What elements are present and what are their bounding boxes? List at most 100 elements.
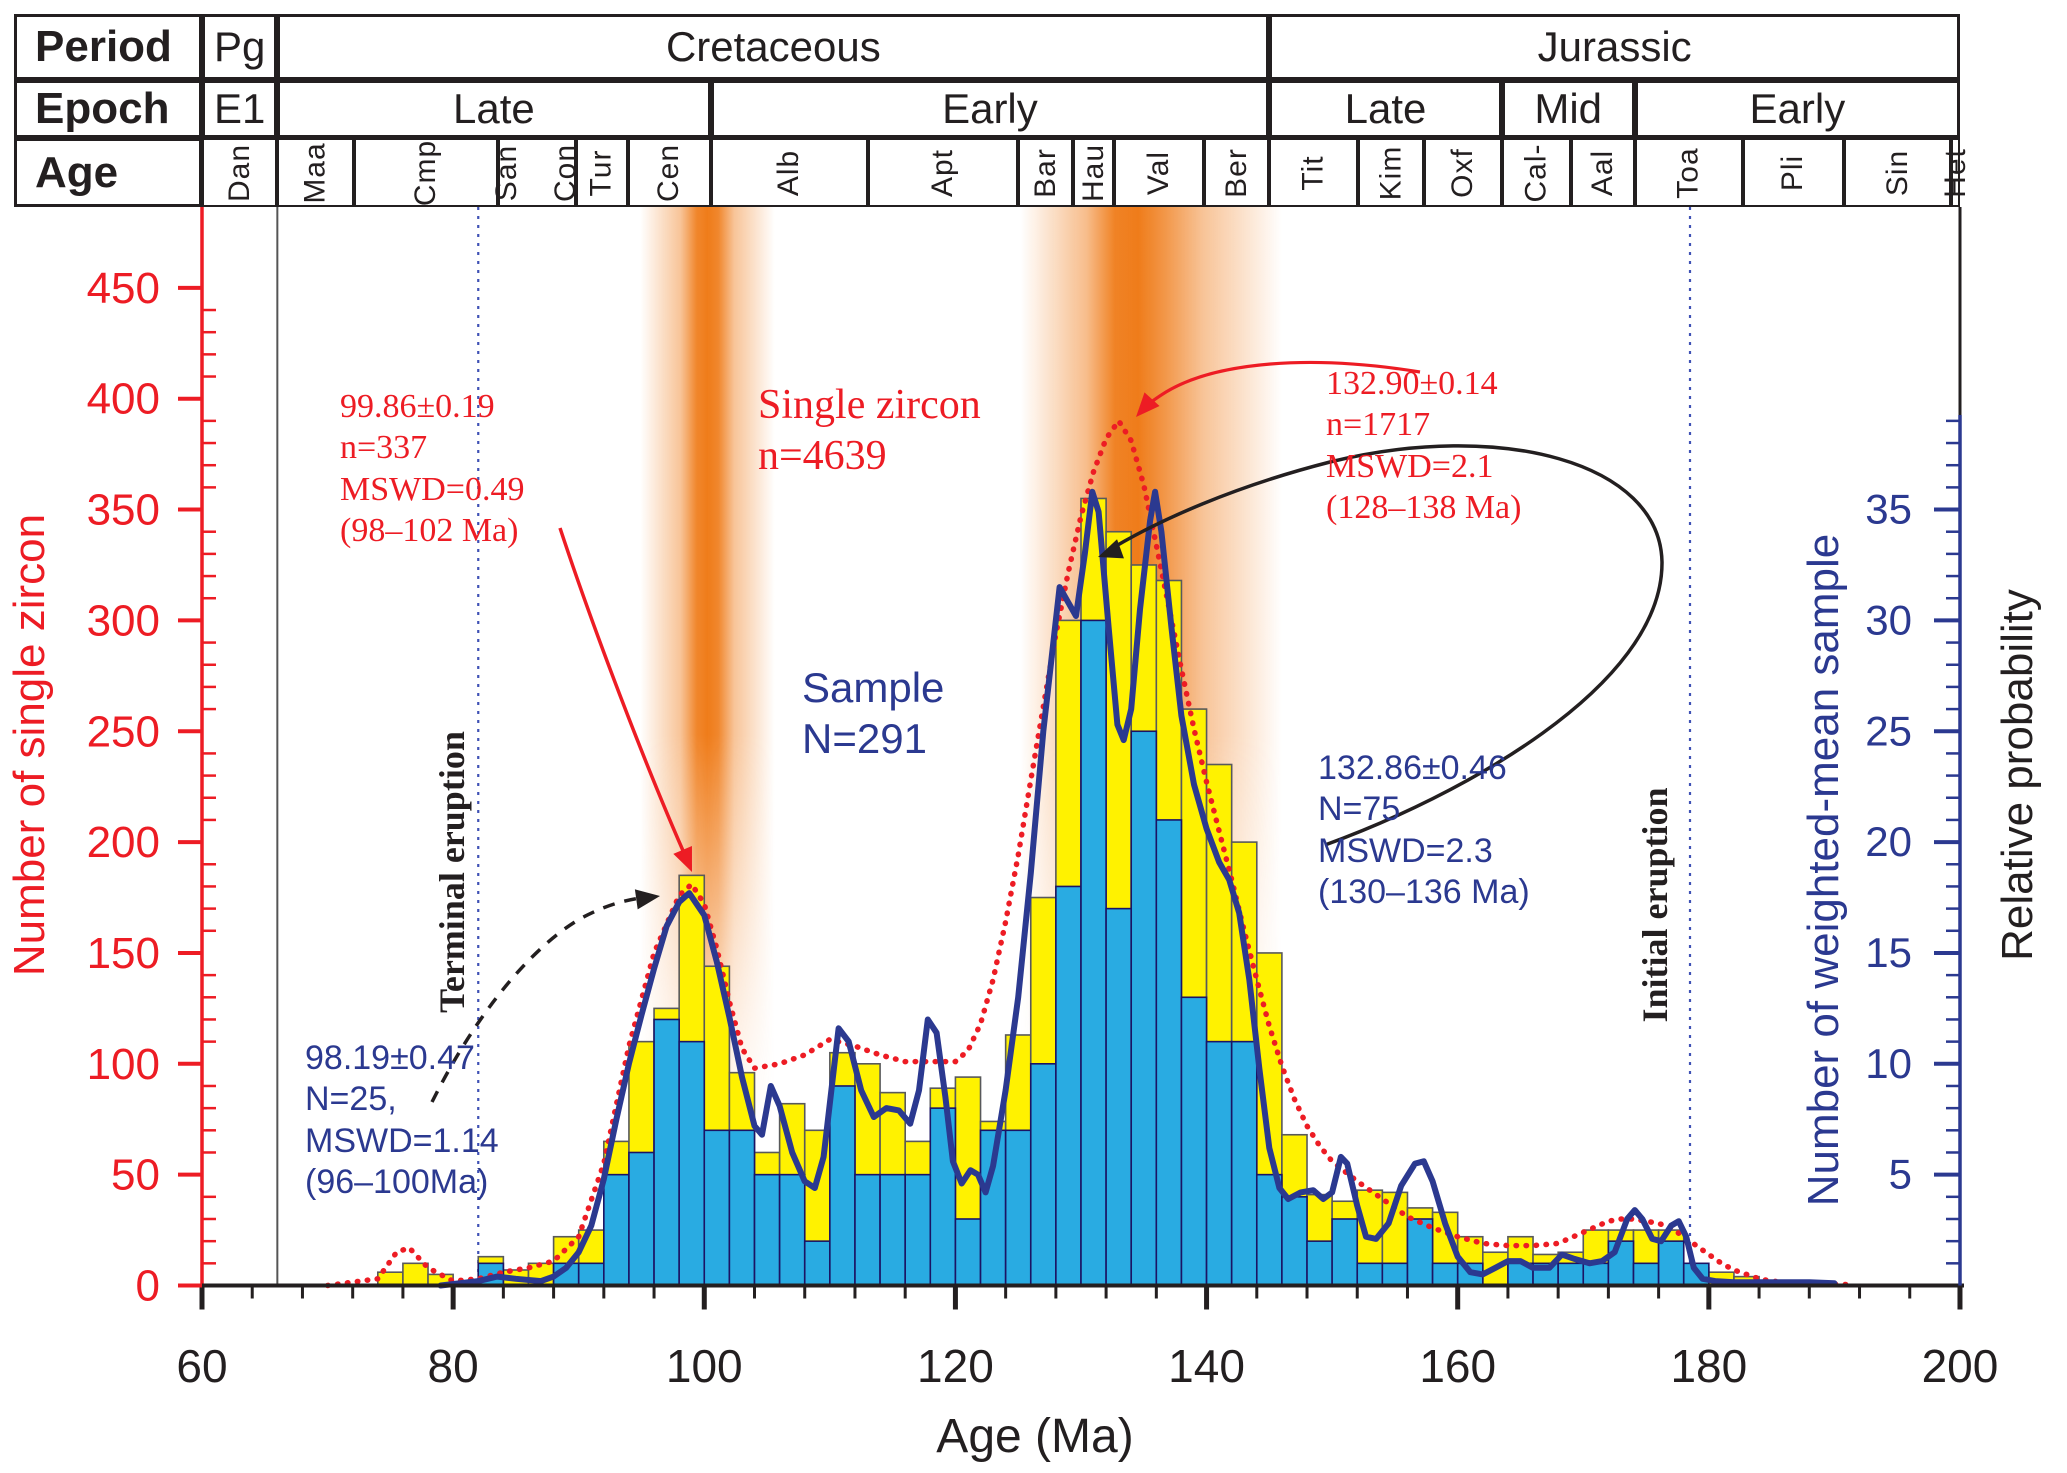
sample-bar [753, 1173, 781, 1287]
y-right-tick-label: 30 [1865, 596, 1912, 643]
sample-bar [1080, 619, 1107, 1287]
annotation-red-right: 132.90±0.14 n=1717 MSWD=2.1 (128–138 Ma) [1326, 363, 1521, 529]
sample-bar [778, 1173, 806, 1287]
age-stage-label: Cal- [1519, 142, 1553, 203]
epoch-cell-early: Early [710, 80, 1270, 138]
annotation-line: n=337 [340, 429, 428, 467]
sample-bar [1029, 1063, 1057, 1287]
annotation-line: 98.19±0.47 [305, 1039, 475, 1077]
age-cell-tur: Tur [576, 138, 628, 207]
header-row-label-epoch: Epoch [14, 80, 202, 138]
age-cell-oxf: Oxf [1423, 138, 1502, 207]
sample-bar [1632, 1262, 1660, 1287]
sample-bar [1180, 996, 1208, 1287]
x-tick-label: 60 [176, 1340, 227, 1392]
sample-bar [1657, 1240, 1685, 1287]
x-tick-label: 160 [1419, 1340, 1496, 1392]
header-cell-label: Mid [1534, 85, 1603, 132]
age-cell-alb: Alb [710, 138, 868, 207]
age-cell-het: Het [1939, 138, 1972, 207]
sample-bar [879, 1173, 906, 1287]
y-right-tick-label: 15 [1865, 929, 1912, 976]
age-cell-cmp: Cmp [353, 138, 499, 207]
black-arrow-right [1105, 444, 1664, 847]
age-cell-sin: Sin [1844, 138, 1952, 207]
age-cell-ber: Ber [1204, 138, 1270, 207]
sample-bar [577, 1262, 605, 1287]
y-right-tick-label: 10 [1865, 1040, 1912, 1087]
age-stage-label: Pli [1776, 154, 1810, 191]
curves2 [437, 488, 1838, 1289]
y-right-blue-axis-title: Number of weighted-mean sample [1799, 534, 1848, 1207]
sample-bar [1431, 1262, 1459, 1287]
x-tick-label: 80 [428, 1340, 479, 1392]
blue-sample-curve [437, 488, 1838, 1289]
x-tick-label: 180 [1670, 1340, 1747, 1392]
annotation-sample: Sample N=291 [802, 662, 944, 764]
sample-bar [1331, 1218, 1359, 1287]
y-right-tick-label: 5 [1889, 1151, 1912, 1198]
black-dashed-arrow [430, 895, 651, 1103]
epoch-cell-late: Late [1269, 80, 1502, 138]
sample-bar [653, 1018, 680, 1287]
x-axis-title: Age (Ma) [936, 1410, 1133, 1463]
x-tick-label: 140 [1168, 1340, 1245, 1392]
sample-bar [929, 1107, 957, 1287]
header-cell-label: Early [942, 85, 1038, 132]
age-cell-bar: Bar [1018, 138, 1074, 207]
epoch-cell-early: Early [1634, 80, 1960, 138]
header-cell-label: Late [1344, 85, 1427, 132]
annotation-line: Single zircon [758, 382, 981, 428]
sample-bar [728, 1129, 756, 1287]
age-stage-label: Val [1141, 150, 1175, 195]
sample-bar [1004, 1129, 1032, 1287]
sample-bar [1055, 885, 1082, 1287]
age-cell-kim: Kim [1358, 138, 1424, 207]
sample-bar [603, 1173, 630, 1287]
epoch-cell-late: Late [277, 80, 711, 138]
age-cell-maa: Maa [277, 138, 354, 207]
y-right-tick-label: 20 [1865, 818, 1912, 865]
x-tick-label: 100 [666, 1340, 743, 1392]
y-left-tick-label: 100 [87, 1040, 160, 1089]
y-left-tick-label: 250 [87, 707, 160, 756]
age-stage-label: Het [1938, 147, 1972, 198]
sample-bar [1230, 1040, 1258, 1287]
header-cell-label: Cretaceous [665, 23, 881, 70]
sample-bar [1306, 1240, 1333, 1287]
sample-bar [1356, 1262, 1384, 1287]
annotation-line: (96–100Ma) [305, 1163, 489, 1202]
annotation-arrows [430, 360, 1664, 1103]
y-left-axis-title: Number of single zircon [5, 514, 54, 976]
age-stage-label: Bar [1028, 147, 1062, 198]
header-row-label-age: Age [14, 138, 202, 207]
axes: 60 80 100 120 140 160 180 200 Age (Ma) 0 50 100 150 2… [5, 207, 2042, 1463]
annotation-line: MSWD=2.3 [1318, 831, 1493, 870]
age-stage-label: Maa [298, 141, 332, 204]
annotation-blue-left: 98.19±0.47 N=25, MSWD=1.14 (96–100Ma) [305, 1038, 499, 1204]
sample-bar [1130, 730, 1158, 1287]
sample-bar [954, 1218, 982, 1287]
y-right-tick-label: 25 [1865, 707, 1912, 754]
age-stage-label: Ber [1219, 147, 1253, 198]
age-cell-cen: Cen [627, 138, 711, 207]
black-dashed-arrow-head [634, 889, 660, 910]
annotation-line: N=25, [305, 1080, 397, 1119]
annotation-line: Sample [802, 664, 945, 711]
sample-bar [1406, 1218, 1434, 1287]
sample-bar [1155, 819, 1183, 1287]
age-stage-label: San [490, 144, 524, 201]
age-cell-tit: Tit [1269, 138, 1359, 207]
header-cell-label: Jurassic [1537, 23, 1692, 70]
age-cell-apt: Apt [867, 138, 1019, 207]
sample-bar [628, 1151, 655, 1287]
annotation-line: (130–136 Ma) [1318, 873, 1530, 912]
y-left-tick-label: 0 [136, 1262, 160, 1311]
annotation-line: MSWD=0.49 [340, 470, 525, 508]
y-left-tick-label: 400 [87, 375, 160, 424]
annotation-line: 132.86±0.46 [1318, 749, 1507, 787]
age-cell-pli: Pli [1742, 138, 1845, 207]
y-right-black-axis-title: Relative probability [1993, 589, 2042, 961]
age-stage-label: Tur [584, 149, 618, 196]
